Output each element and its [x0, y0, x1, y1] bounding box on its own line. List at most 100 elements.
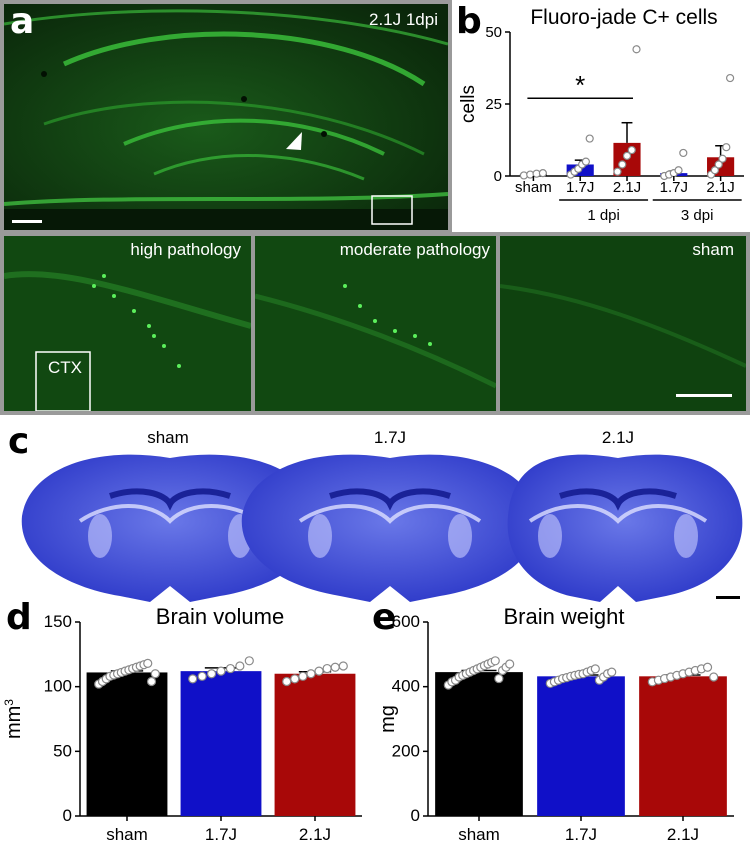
- panel-c-brain-sections: [21, 454, 743, 602]
- data-point: [216, 666, 226, 676]
- y-tick-label: 600: [392, 612, 420, 631]
- panel-b-chart: Fluoro-jade C+ cells 0 25 50 cells sham 1.7J 2.…: [458, 6, 744, 224]
- data-point: [150, 669, 160, 679]
- group-label: 3 dpi: [681, 207, 714, 224]
- brain-section-sham: [21, 454, 319, 602]
- data-point: [225, 663, 236, 674]
- data-point: [709, 672, 719, 682]
- data-point: [627, 145, 636, 155]
- inset-high-pathology: high pathology CTX: [4, 236, 251, 411]
- brain-scale-bar: [716, 596, 740, 599]
- data-point: [505, 659, 515, 669]
- data-point: [718, 154, 727, 163]
- scale-bar: [12, 220, 42, 223]
- panel-e-chart: Brain weight 0 200 400 600 mg sham 1.7J 2.1J: [377, 604, 734, 844]
- inset-label-high: high pathology: [130, 240, 241, 259]
- inset-sham-image: [500, 284, 746, 397]
- data-point: [585, 134, 594, 143]
- data-point: [622, 151, 632, 160]
- inset-label-ctx: CTX: [48, 358, 82, 377]
- data-point: [632, 45, 641, 54]
- brain-section-1-7j: [241, 454, 539, 602]
- y-tick-label: 50: [53, 741, 72, 760]
- data-point: [306, 669, 316, 679]
- y-axis-label: mm3: [2, 699, 25, 739]
- data-point: [290, 674, 300, 684]
- y-tick-label: 0: [411, 806, 420, 825]
- y-tick-label: 150: [44, 612, 72, 631]
- x-tick-label: sham: [106, 825, 148, 844]
- bar-2-1j: [274, 673, 356, 816]
- y-tick-label: 100: [44, 677, 72, 696]
- x-tick-label: 1.7J: [566, 179, 594, 196]
- bar-1-7j: [537, 676, 625, 816]
- inset-box-marker: [371, 195, 413, 225]
- panel-label-e: e: [372, 597, 397, 638]
- x-tick-label: sham: [458, 825, 500, 844]
- data-point: [490, 656, 500, 666]
- data-point: [726, 73, 735, 83]
- data-point: [188, 674, 198, 684]
- data-point: [235, 661, 245, 671]
- data-point: [314, 666, 324, 676]
- significance-star: *: [575, 70, 585, 100]
- y-tick-label: 200: [392, 741, 420, 760]
- data-point: [197, 671, 207, 681]
- panel-label-d: d: [6, 597, 32, 638]
- data-point: [322, 663, 332, 674]
- y-tick-label: 400: [392, 677, 420, 696]
- brain-label-2-1j: 2.1J: [601, 428, 635, 447]
- data-point: [282, 676, 292, 687]
- data-point: [607, 667, 617, 677]
- y-tick-label: 50: [485, 24, 502, 41]
- brain-label-sham: sham: [147, 428, 189, 447]
- chart-title: Brain volume: [156, 604, 284, 629]
- data-point: [674, 166, 683, 175]
- x-tick-label: 2.1J: [706, 179, 734, 196]
- inset-scale-bar: [676, 394, 732, 397]
- x-tick-label: 2.1J: [613, 179, 641, 196]
- data-point: [590, 664, 600, 674]
- data-point: [613, 167, 622, 176]
- data-point: [330, 662, 340, 672]
- data-point: [714, 160, 723, 169]
- y-axis-label: mg: [377, 705, 399, 733]
- data-point: [618, 160, 627, 169]
- brain-label-1-7j: 1.7J: [373, 428, 407, 447]
- brain-section-2-1j: [507, 454, 743, 602]
- inset-sham: sham: [500, 236, 746, 411]
- bar-2-1j: [639, 676, 727, 816]
- y-tick-label: 0: [63, 806, 72, 825]
- panel-a-frame: 2.1J 1dpi: [0, 0, 452, 232]
- x-tick-label: 1.7J: [660, 179, 688, 196]
- x-tick-label: 1.7J: [205, 825, 237, 844]
- panel-a-condition-label: 2.1J 1dpi: [369, 10, 438, 29]
- data-point: [298, 671, 308, 681]
- y-axis-label: cells: [458, 85, 479, 123]
- data-point: [702, 662, 713, 672]
- panel-label-c: c: [8, 421, 30, 462]
- y-tick-label: 25: [485, 96, 502, 113]
- panel-d-chart: Brain volume 0 50 100 150 mm3 sham 1.7J 2.1J: [2, 604, 362, 844]
- bar-1-7j: [180, 671, 262, 816]
- data-point: [146, 676, 157, 687]
- x-tick-label: 2.1J: [299, 825, 331, 844]
- data-point: [722, 143, 731, 152]
- group-label: 1 dpi: [587, 207, 620, 224]
- data-point: [538, 169, 548, 178]
- inset-high-pathology-image: [4, 271, 251, 411]
- data-point: [143, 658, 153, 668]
- bar-sham: [86, 672, 168, 816]
- x-tick-label: 2.1J: [667, 825, 699, 844]
- chart-title: Brain weight: [503, 604, 624, 629]
- inset-label-moderate: moderate pathology: [339, 240, 490, 259]
- hippocampus-micrograph: [4, 4, 448, 230]
- data-point: [710, 166, 719, 175]
- chart-title: Fluoro-jade C+ cells: [530, 6, 717, 29]
- panel-label-b: b: [456, 1, 482, 42]
- bar-sham: [435, 672, 523, 816]
- inset-label-sham: sham: [692, 240, 734, 259]
- arrowhead-icon: [286, 132, 302, 150]
- x-tick-label: 1.7J: [565, 825, 597, 844]
- data-point: [581, 157, 591, 166]
